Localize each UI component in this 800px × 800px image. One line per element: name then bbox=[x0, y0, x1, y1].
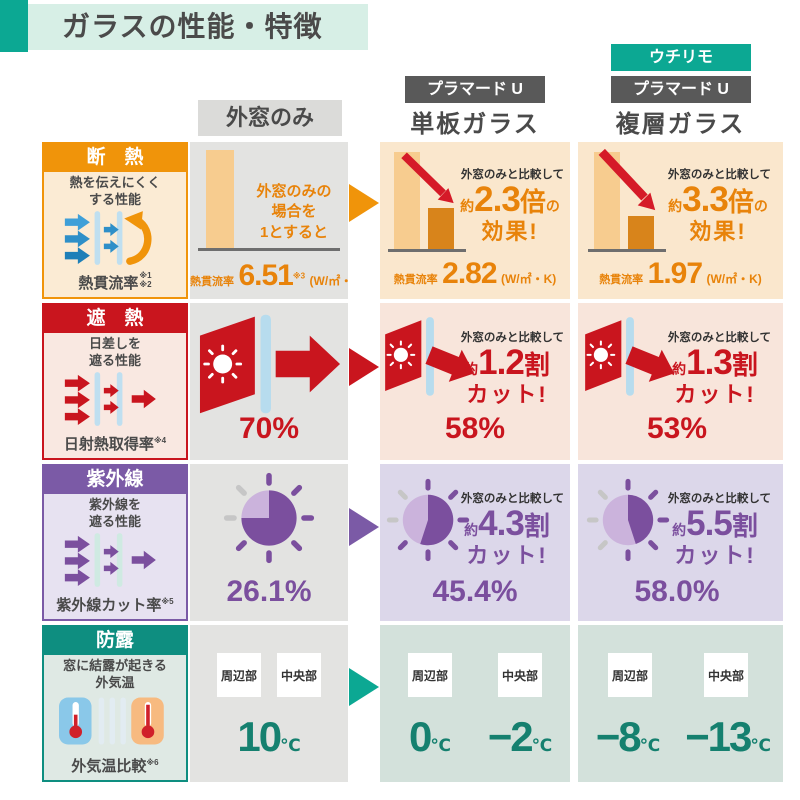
cut-text: 約1.3割 カット! bbox=[672, 343, 758, 407]
cell-insulation-single: 外窓のみと比較して 約2.3倍の 効果! 熱貫流率 2.82 (W/㎡・K) bbox=[380, 142, 570, 299]
row-desc-condensation: 窓に結露が起きる 外気温 bbox=[63, 658, 167, 690]
row-title-shading: 遮 熱 bbox=[44, 305, 186, 333]
value-uv-cut: 26.1% bbox=[226, 575, 312, 608]
value-shgc: 53% bbox=[646, 412, 708, 445]
badge-plamado-u-single: プラマード U bbox=[405, 76, 545, 103]
cell-insulation-outer: 外窓のみの 場合を 1とすると 熱貫流率 6.51※3 (W/㎡・K) bbox=[190, 142, 348, 299]
value-line-u: 熱貫流率 1.97 (W/㎡・K) bbox=[599, 257, 762, 290]
temp-center: −13℃ bbox=[685, 713, 771, 760]
shading-arrows-icon bbox=[63, 371, 167, 431]
label-center: 中央部 bbox=[704, 653, 748, 697]
page-title: ガラスの性能・特徴 bbox=[28, 4, 368, 50]
label-center: 中央部 bbox=[277, 653, 321, 697]
cut-text: 約4.3割 カット! bbox=[464, 504, 550, 568]
row-metric-shading: 日射熱取得率※4 bbox=[63, 436, 167, 453]
value-uv-cut: 45.4% bbox=[432, 575, 518, 608]
value-line-u: 熱貫流率 2.82 (W/㎡・K) bbox=[393, 257, 557, 290]
temp-outer: 10℃ bbox=[237, 713, 301, 760]
column-header-single-glass: 単板ガラス bbox=[410, 111, 540, 138]
sun-arrow-down-icon bbox=[585, 317, 675, 396]
annotation-reference: 外窓のみの 場合を 1とすると bbox=[256, 183, 332, 241]
value-uv-cut: 58.0% bbox=[634, 575, 720, 608]
cell-insulation-double: 外窓のみと比較して 約3.3倍の 効果! 熱貫流率 1.97 (W/㎡・K) bbox=[578, 142, 783, 299]
bar-baseline bbox=[588, 249, 666, 252]
label-edge: 周辺部 bbox=[217, 653, 261, 697]
effect-text: 約2.3倍の 効果! bbox=[460, 180, 560, 244]
cell-condensation-single: 周辺部 中央部 0℃ −2℃ bbox=[380, 625, 570, 782]
cell-condensation-outer: 周辺部 中央部 10℃ bbox=[190, 625, 348, 782]
bar-baseline bbox=[388, 249, 466, 252]
uv-arrows-icon bbox=[63, 532, 167, 592]
label-center: 中央部 bbox=[498, 653, 542, 697]
label-edge: 周辺部 bbox=[608, 653, 652, 697]
cell-condensation-double: 周辺部 中央部 −8℃ −13℃ bbox=[578, 625, 783, 782]
label-edge: 周辺部 bbox=[408, 653, 452, 697]
cell-shading-outer: 70% bbox=[190, 303, 348, 460]
sun-arrow-icon bbox=[199, 314, 341, 414]
column-header-outer-window: 外窓のみ bbox=[198, 100, 342, 136]
effect-text: 約3.3倍の 効果! bbox=[668, 180, 768, 244]
cut-text: 約1.2割 カット! bbox=[464, 343, 550, 407]
value-shgc: 58% bbox=[444, 412, 506, 445]
thermometers-icon bbox=[59, 694, 171, 753]
cell-uv-single: 外窓のみと比較して 約4.3割 カット! 45.4% bbox=[380, 464, 570, 621]
temp-center: −2℃ bbox=[487, 713, 553, 760]
arrow-right-icon bbox=[349, 184, 379, 222]
compare-note: 外窓のみと比較して bbox=[460, 169, 564, 181]
cell-shading-single: 外窓のみと比較して 約1.2割 カット! 58% bbox=[380, 303, 570, 460]
row-desc-insulation: 熱を伝えにくく する性能 bbox=[69, 175, 161, 207]
cell-shading-double: 外窓のみと比較して 約1.3割 カット! 53% bbox=[578, 303, 783, 460]
row-metric-uv: 紫外線カット率※5 bbox=[56, 597, 174, 614]
value-shgc: 70% bbox=[238, 412, 300, 445]
arrow-right-icon bbox=[349, 508, 379, 546]
arrow-right-icon bbox=[349, 668, 379, 706]
temp-edge: −8℃ bbox=[595, 713, 661, 760]
row-title-insulation: 断 熱 bbox=[44, 144, 186, 172]
sun-pie-icon bbox=[386, 478, 470, 562]
row-metric-insulation: 熱貫流率 ※1 ※2 bbox=[78, 271, 152, 292]
sun-arrow-down-icon bbox=[385, 317, 475, 396]
temp-edge: 0℃ bbox=[409, 713, 451, 760]
row-label-insulation: 断 熱 熱を伝えにくく する性能 熱貫 bbox=[42, 142, 188, 299]
row-title-condensation: 防露 bbox=[44, 627, 186, 655]
title-accent-square bbox=[0, 0, 28, 52]
compare-note: 外窓のみと比較して bbox=[667, 169, 771, 181]
compare-note: 外窓のみと比較して bbox=[667, 493, 771, 505]
row-desc-shading: 日差しを 遮る性能 bbox=[88, 336, 141, 368]
row-title-uv: 紫外線 bbox=[44, 466, 186, 494]
row-metric-condensation: 外気温比較※6 bbox=[71, 758, 159, 775]
bar-outer-reference bbox=[206, 150, 234, 248]
cell-uv-double: 外窓のみと比較して 約5.5割 カット! 58.0% bbox=[578, 464, 783, 621]
compare-note: 外窓のみと比較して bbox=[460, 493, 564, 505]
cell-uv-outer: 26.1% bbox=[190, 464, 348, 621]
red-down-arrow-icon bbox=[401, 152, 454, 204]
cut-text: 約5.5割 カット! bbox=[672, 504, 758, 568]
compare-note: 外窓のみと比較して bbox=[460, 332, 564, 344]
value-line-u: 熱貫流率 6.51※3 (W/㎡・K) bbox=[190, 259, 348, 292]
sun-pie-icon bbox=[223, 472, 315, 564]
insulation-arrows-icon bbox=[63, 210, 167, 270]
column-header-double-glass: 複層ガラス bbox=[615, 111, 746, 138]
badge-uchirimo: ウチリモ bbox=[611, 44, 751, 71]
sun-pie-icon bbox=[586, 478, 670, 562]
row-label-uv: 紫外線 紫外線を 遮る性能 紫外線カット率※5 bbox=[42, 464, 188, 621]
arrow-right-icon bbox=[349, 348, 379, 386]
row-desc-uv: 紫外線を 遮る性能 bbox=[88, 497, 141, 529]
red-down-arrow-icon bbox=[598, 148, 656, 211]
bar-baseline bbox=[198, 248, 340, 251]
bar-improved bbox=[628, 216, 654, 249]
row-label-condensation: 防露 窓に結露が起きる 外気温 bbox=[42, 625, 188, 782]
compare-note: 外窓のみと比較して bbox=[667, 332, 771, 344]
bar-improved bbox=[428, 208, 454, 249]
badge-plamado-u-double: プラマード U bbox=[611, 76, 751, 103]
row-label-shading: 遮 熱 日差しを 遮る性能 日射熱取得率※4 bbox=[42, 303, 188, 460]
